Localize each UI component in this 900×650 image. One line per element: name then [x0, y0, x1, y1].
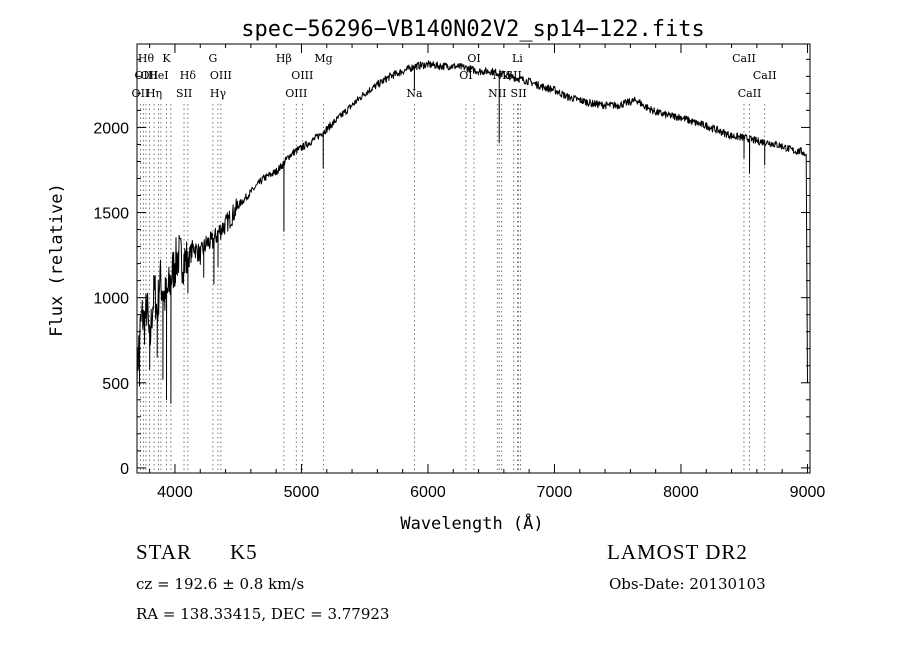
x-axis-label: Wavelength (Å) — [400, 512, 543, 534]
spectrum-line — [136, 60, 808, 404]
line-label: OIII — [291, 69, 313, 82]
line-label: Mg — [314, 52, 332, 65]
line-label: Li — [512, 52, 523, 65]
y-tick-label: 500 — [102, 376, 129, 393]
x-axis: 4000 5000 6000 7000 8000 9000 — [149, 44, 826, 501]
line-label: Hη — [146, 87, 162, 100]
line-label: OII — [141, 69, 159, 82]
y-tick-label: 1500 — [93, 206, 129, 223]
survey-name: LAMOST DR2 — [607, 540, 748, 564]
line-label: SII — [511, 87, 527, 100]
y-tick-label: 1000 — [93, 291, 129, 308]
line-label: OIII — [285, 87, 307, 100]
x-tick-label: 8000 — [663, 484, 699, 501]
line-label: CaII — [738, 87, 762, 100]
observation-date: Obs-Date: 20130103 — [609, 575, 766, 593]
emission-line-labels: OIIOIIHθOIIHηHeIKSIIHδGHγOIIIHβOIIIOIIIM… — [132, 52, 777, 100]
y-axis: 0 500 1000 1500 2000 — [93, 58, 810, 478]
line-label: SII — [176, 87, 192, 100]
object-class: STAR K5 — [136, 540, 258, 565]
emission-line-markers — [140, 104, 766, 473]
object-subclass: K5 — [230, 540, 258, 564]
line-label: OII — [134, 69, 152, 82]
x-tick-label: 9000 — [790, 484, 826, 501]
x-tick-label: 5000 — [284, 484, 320, 501]
x-tick-label: 6000 — [410, 484, 446, 501]
y-tick-label: 0 — [120, 461, 129, 478]
plot-frame — [136, 43, 811, 474]
line-label: Hβ — [276, 52, 292, 65]
line-label: Na — [406, 87, 423, 100]
y-tick-label: 2000 — [93, 120, 129, 137]
x-tick-label: 4000 — [157, 484, 193, 501]
line-label: CaII — [753, 69, 777, 82]
y-axis-label: Flux (relative) — [47, 183, 67, 337]
line-label: K — [162, 52, 171, 65]
line-label: CaII — [732, 52, 756, 65]
object-class-label: STAR — [136, 540, 192, 564]
chart-title: spec−56296−VB140N02V2_sp14−122.fits — [241, 17, 705, 42]
line-label: G — [209, 52, 218, 65]
line-label: Hγ — [210, 87, 227, 100]
line-label: Hδ — [180, 69, 197, 82]
line-label: HeI — [148, 69, 168, 82]
coordinates-readout: RA = 138.33415, DEC = 3.77923 — [136, 605, 390, 623]
redshift-readout: cz = 192.6 ± 0.8 km/s — [136, 575, 305, 593]
line-label: OIII — [210, 69, 232, 82]
x-tick-label: 7000 — [537, 484, 573, 501]
line-label: NII — [488, 87, 506, 100]
line-label: OI — [467, 52, 480, 65]
line-label: Hθ — [138, 52, 155, 65]
